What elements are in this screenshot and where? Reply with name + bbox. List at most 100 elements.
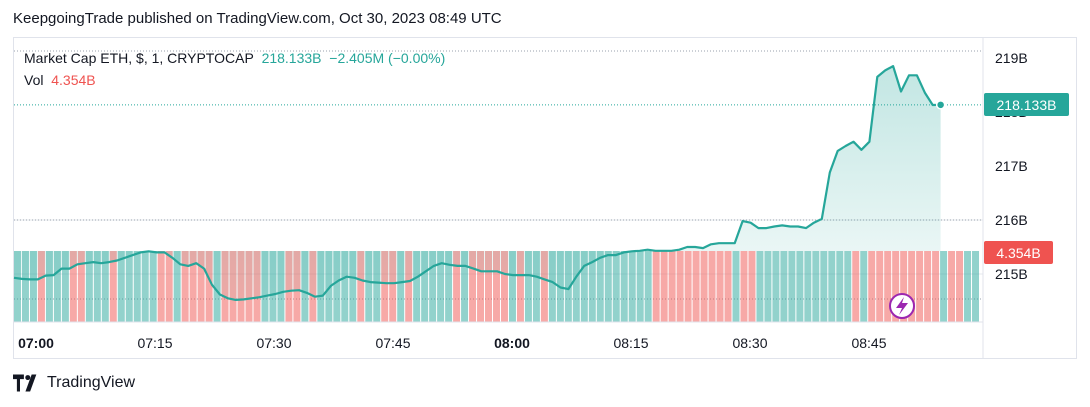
volume-bar bbox=[189, 251, 197, 322]
volume-bar bbox=[948, 251, 956, 322]
price-line[interactable] bbox=[13, 65, 941, 301]
price-badge bbox=[984, 93, 1069, 116]
volume-bar bbox=[900, 251, 908, 322]
volume-bar bbox=[700, 251, 708, 322]
volume-bar bbox=[836, 251, 844, 322]
volume-bar bbox=[964, 251, 972, 322]
volume-bar bbox=[173, 251, 181, 322]
volume-bar bbox=[437, 251, 445, 322]
volume-bar bbox=[644, 251, 652, 322]
volume-bar bbox=[461, 251, 469, 322]
volume-bar bbox=[69, 251, 77, 322]
volume-bar bbox=[157, 251, 165, 322]
volume-bar bbox=[684, 251, 692, 322]
volume-bar bbox=[796, 251, 804, 322]
legend-symbol-row: Market Cap ETH, $, 1, CRYPTOCAP 218.133B… bbox=[24, 47, 445, 69]
volume-bar bbox=[117, 251, 125, 322]
volume-bar bbox=[45, 251, 53, 322]
volume-bar bbox=[493, 251, 500, 322]
volume-bar bbox=[628, 251, 636, 322]
volume-bar bbox=[772, 251, 780, 322]
volume-bar bbox=[852, 251, 860, 322]
x-tick-label: 08:45 bbox=[851, 335, 886, 351]
volume-bar bbox=[429, 251, 437, 322]
volume-bar bbox=[924, 251, 932, 322]
lightning-bolt-icon bbox=[896, 297, 908, 315]
volume-bar bbox=[868, 251, 876, 322]
volume-bar bbox=[85, 251, 93, 322]
volume-bar bbox=[149, 251, 157, 322]
publish-header: KeepgoingTrade published on TradingView.… bbox=[13, 10, 502, 27]
legend-vol-row: Vol 4.354B bbox=[24, 69, 445, 91]
volume-bar bbox=[740, 251, 748, 322]
volume-bar bbox=[405, 251, 413, 322]
vol-badge-label: 4.354B bbox=[996, 245, 1040, 261]
volume-bar bbox=[93, 251, 101, 322]
volume-bar bbox=[956, 251, 964, 322]
legend-vol-value: 4.354B bbox=[51, 72, 96, 88]
volume-bar bbox=[500, 251, 508, 322]
y-tick-label: 219B bbox=[995, 50, 1028, 66]
volume-bar bbox=[812, 251, 820, 322]
volume-bar bbox=[77, 251, 85, 322]
footer: TradingView bbox=[13, 374, 135, 392]
volume-bar bbox=[876, 251, 884, 322]
volume-bar bbox=[469, 251, 477, 322]
volume-bar bbox=[477, 251, 485, 322]
vol-badge bbox=[984, 241, 1053, 264]
volume-bar bbox=[341, 251, 349, 322]
volume-bar bbox=[53, 251, 61, 322]
volume-bar bbox=[21, 251, 29, 322]
volume-bar bbox=[908, 251, 916, 322]
volume-bar bbox=[940, 251, 948, 322]
y-tick-label: 217B bbox=[995, 158, 1028, 174]
volume-bar bbox=[381, 251, 389, 322]
volume-bar bbox=[668, 251, 676, 322]
volume-bar bbox=[708, 251, 716, 322]
volume-bar bbox=[197, 251, 205, 322]
volume-bar bbox=[748, 251, 756, 322]
x-tick-label: 07:00 bbox=[18, 335, 54, 351]
volume-bar bbox=[652, 251, 660, 322]
volume-bar bbox=[165, 251, 173, 322]
volume-bar bbox=[109, 251, 117, 322]
price-badge-label: 218.133B bbox=[997, 97, 1057, 113]
x-tick-label: 07:15 bbox=[137, 335, 172, 351]
volume-bar bbox=[804, 251, 812, 322]
volume-bar bbox=[524, 251, 532, 322]
volume-bar bbox=[692, 251, 700, 322]
volume-bar bbox=[413, 251, 421, 322]
volume-bar bbox=[389, 251, 397, 322]
volume-bar bbox=[445, 251, 453, 322]
legend-vol-label[interactable]: Vol bbox=[24, 72, 44, 88]
footer-brand[interactable]: TradingView bbox=[47, 374, 136, 391]
legend-price: 218.133B bbox=[261, 50, 322, 66]
volume-bar bbox=[133, 251, 141, 322]
x-tick-label: 08:15 bbox=[613, 335, 648, 351]
tradingview-logo-icon bbox=[13, 374, 37, 392]
volume-bar bbox=[540, 251, 548, 322]
volume-bar bbox=[660, 251, 668, 322]
volume-bar bbox=[932, 251, 940, 322]
volume-bar bbox=[516, 251, 524, 322]
volume-bar bbox=[333, 251, 341, 322]
last-price-marker bbox=[935, 100, 946, 110]
chart-frame bbox=[13, 37, 1077, 359]
volume-bar bbox=[620, 251, 628, 322]
volume-bar bbox=[764, 251, 772, 322]
legend: Market Cap ETH, $, 1, CRYPTOCAP 218.133B… bbox=[24, 47, 445, 91]
volume-bar bbox=[612, 251, 620, 322]
volume-bar bbox=[397, 251, 405, 322]
volume-bar bbox=[780, 251, 788, 322]
volume-bar bbox=[548, 251, 556, 322]
volume-bar bbox=[892, 251, 900, 322]
volume-bar bbox=[365, 251, 373, 322]
volume-bar bbox=[421, 251, 429, 322]
volume-bar bbox=[580, 251, 588, 322]
volume-bar bbox=[14, 251, 21, 322]
volume-bar bbox=[604, 251, 612, 322]
legend-symbol[interactable]: Market Cap ETH, $, 1, CRYPTOCAP bbox=[24, 50, 254, 66]
volume-bar bbox=[349, 251, 357, 322]
volume-bar bbox=[61, 251, 69, 322]
